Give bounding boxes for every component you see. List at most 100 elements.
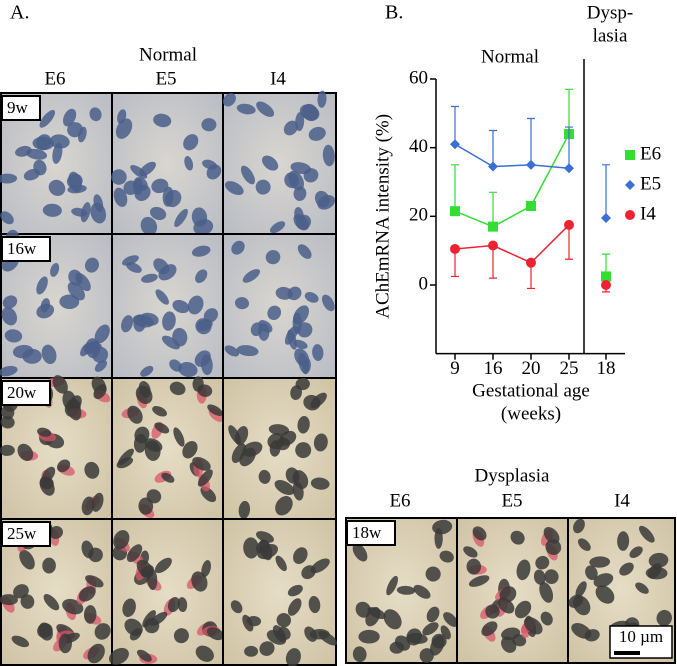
error-bar: [527, 117, 535, 165]
nucleus: [81, 540, 94, 559]
nucleus: [302, 103, 319, 122]
nucleus: [42, 557, 56, 574]
row-tag-box: [1, 95, 41, 121]
nucleus: [577, 538, 591, 551]
nucleus: [242, 441, 263, 457]
nucleus: [195, 645, 214, 662]
nucleus: [140, 365, 154, 377]
nucleus: [122, 255, 139, 266]
panel-title: Dysp-: [587, 2, 633, 23]
nucleus: [192, 376, 204, 392]
nucleus: [91, 492, 104, 512]
point: [564, 219, 574, 230]
row-tag-box: [1, 236, 51, 262]
micrograph: [111, 518, 224, 666]
x-tick-label: 20: [522, 358, 541, 379]
nucleus: [177, 597, 188, 613]
nucleus: [535, 555, 550, 570]
panel-label: A.: [10, 2, 29, 24]
nucleus: [162, 311, 176, 331]
nucleus: [37, 427, 52, 437]
nucleus: [422, 622, 439, 636]
nucleus: [184, 155, 194, 171]
error-bar: [451, 164, 459, 212]
nucleus: [43, 594, 60, 611]
nucleus: [151, 178, 169, 194]
nucleus: [258, 320, 273, 333]
nucleus: [413, 584, 431, 599]
nucleus: [191, 207, 208, 227]
nucleus: [285, 648, 301, 666]
nucleus: [155, 289, 169, 305]
nucleus: [84, 461, 100, 479]
nucleus: [383, 609, 402, 630]
nucleus: [84, 257, 99, 273]
legend-label: E6: [640, 143, 661, 164]
nucleus: [85, 575, 104, 588]
point: [450, 243, 460, 254]
nucleus: [585, 565, 598, 581]
section-header: Normal: [139, 44, 197, 65]
nucleus: [59, 294, 80, 310]
nucleus: [304, 626, 318, 642]
nucleus: [207, 404, 223, 416]
nucleus: [0, 365, 18, 377]
section-header: Dysplasia: [475, 465, 551, 486]
nucleus: [39, 476, 54, 490]
nucleus: [266, 629, 287, 645]
nucleus: [222, 93, 236, 107]
nucleus: [275, 555, 287, 572]
nucleus: [173, 628, 189, 644]
nucleus: [67, 122, 83, 138]
nucleus: [231, 240, 245, 255]
nucleus: [149, 206, 167, 221]
nucleus: [141, 273, 158, 283]
nucleus: [501, 627, 521, 641]
nucleus: [20, 594, 35, 609]
nucleus: [0, 416, 15, 429]
nucleus: [13, 584, 29, 599]
micrographs: 9w 16w 20w 25w 18w 10 µm: [0, 90, 676, 666]
nucleus: [635, 582, 649, 594]
nucleus: [0, 594, 18, 606]
row-label: 25w: [7, 524, 37, 543]
nucleus: [267, 305, 282, 321]
nucleus: [113, 187, 128, 207]
nucleus: [201, 354, 213, 376]
nucleus: [57, 459, 71, 473]
nucleus: [174, 208, 188, 228]
nucleus: [595, 585, 615, 604]
nucleus: [425, 566, 441, 582]
nucleus: [443, 612, 458, 627]
nucleus: [303, 394, 321, 411]
nucleus: [571, 623, 592, 639]
row-label: 20w: [7, 383, 37, 402]
nucleus: [140, 216, 158, 236]
nucleus: [149, 611, 168, 626]
nucleus: [310, 477, 330, 490]
nucleus: [153, 113, 172, 128]
nucleus: [463, 546, 478, 558]
nucleus: [265, 250, 281, 265]
nucleus: [267, 433, 285, 450]
nucleus: [133, 314, 146, 332]
nucleus: [152, 406, 167, 417]
nucleus: [36, 303, 55, 319]
nucleus: [268, 424, 290, 436]
x-axis-label: Gestational age: [472, 380, 590, 401]
column-header: E5: [501, 490, 522, 511]
nucleus: [89, 107, 102, 122]
series-line: [454, 224, 570, 264]
nucleus: [481, 621, 498, 637]
y-tick-label: 0: [419, 273, 429, 294]
nucleus: [275, 286, 293, 300]
nucleus: [573, 518, 585, 534]
nucleus: [293, 339, 308, 350]
column-header: I4: [270, 68, 286, 89]
series-line: [454, 143, 570, 170]
nucleus: [317, 90, 327, 108]
nucleus: [139, 161, 156, 177]
nucleus: [617, 531, 630, 551]
point: [526, 257, 536, 268]
nucleus: [195, 269, 208, 283]
